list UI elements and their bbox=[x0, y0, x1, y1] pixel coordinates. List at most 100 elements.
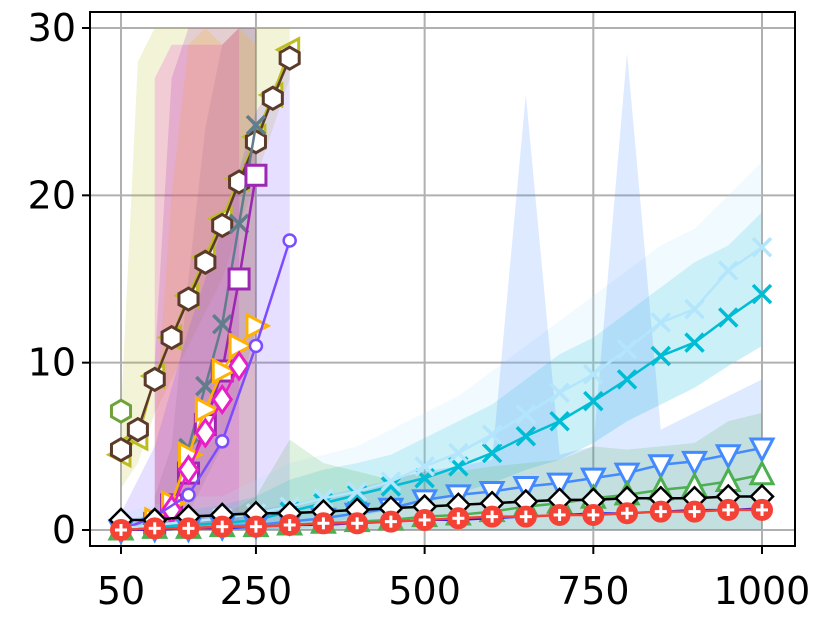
data-series bbox=[109, 398, 133, 424]
data-point bbox=[481, 442, 503, 464]
data-point bbox=[515, 426, 537, 447]
data-point bbox=[514, 505, 537, 528]
data-point bbox=[549, 410, 570, 432]
data-point bbox=[177, 286, 200, 312]
data-point bbox=[583, 364, 604, 385]
data-point bbox=[211, 313, 233, 335]
y-tick-label: 30 bbox=[28, 6, 76, 50]
data-point bbox=[312, 512, 335, 535]
data-point bbox=[194, 396, 221, 423]
data-point bbox=[211, 212, 234, 239]
data-point bbox=[684, 298, 705, 320]
data-point bbox=[245, 312, 272, 340]
y-tick-label: 0 bbox=[52, 508, 76, 552]
data-point bbox=[650, 345, 672, 367]
data-point bbox=[194, 417, 217, 449]
data-point bbox=[313, 487, 334, 509]
data-point bbox=[613, 462, 641, 489]
data-point bbox=[278, 45, 301, 71]
data-series bbox=[110, 498, 773, 541]
data-point bbox=[481, 424, 503, 445]
x-tick-label: 250 bbox=[220, 569, 293, 613]
data-point bbox=[126, 416, 149, 443]
confidence-band bbox=[154, 28, 256, 530]
x-tick-label: 1000 bbox=[714, 569, 811, 613]
data-point bbox=[583, 390, 604, 412]
confidence-band bbox=[121, 161, 762, 530]
data-point bbox=[447, 507, 470, 530]
data-point bbox=[346, 512, 369, 535]
data-point bbox=[717, 498, 740, 521]
data-point bbox=[143, 517, 166, 540]
grid-lines bbox=[90, 12, 795, 546]
data-point bbox=[194, 249, 217, 275]
data-point bbox=[379, 510, 402, 533]
data-point bbox=[143, 366, 166, 393]
confidence-band bbox=[154, 28, 256, 530]
data-point bbox=[181, 487, 196, 503]
data-point bbox=[546, 472, 574, 499]
data-point bbox=[110, 519, 132, 541]
data-point bbox=[751, 283, 773, 305]
data-point bbox=[582, 503, 605, 526]
y-tick-label: 20 bbox=[28, 173, 76, 217]
data-point bbox=[579, 467, 607, 494]
data-point bbox=[214, 434, 230, 449]
data-point bbox=[380, 476, 402, 497]
data-point bbox=[228, 332, 255, 360]
data-point bbox=[228, 350, 250, 382]
plot-frame bbox=[89, 11, 796, 547]
data-point bbox=[647, 454, 675, 480]
data-point bbox=[346, 481, 368, 502]
y-tick-label: 10 bbox=[28, 341, 76, 385]
data-point bbox=[413, 508, 436, 531]
data-point bbox=[160, 324, 183, 351]
data-series bbox=[109, 45, 301, 463]
data-point bbox=[448, 442, 469, 464]
data-point bbox=[177, 517, 200, 540]
data-point bbox=[211, 383, 234, 416]
x-tick-label: 750 bbox=[557, 569, 630, 613]
data-point bbox=[245, 114, 267, 136]
data-point bbox=[481, 505, 504, 528]
x-tick-label: 500 bbox=[388, 569, 461, 613]
data-point bbox=[227, 267, 251, 291]
data-point bbox=[177, 454, 200, 486]
data-point bbox=[278, 513, 301, 536]
series-lines bbox=[105, 36, 776, 546]
data-point bbox=[248, 338, 264, 354]
data-point bbox=[228, 213, 250, 235]
data-point bbox=[616, 502, 639, 525]
data-point bbox=[515, 404, 537, 425]
axis-ticks: 50 250 500 750 1000 0 10 20 30 bbox=[28, 6, 811, 613]
data-point bbox=[748, 437, 776, 464]
data-point bbox=[718, 307, 739, 328]
data-point bbox=[751, 498, 773, 521]
data-point bbox=[649, 500, 672, 523]
data-point bbox=[548, 503, 571, 526]
data-point bbox=[380, 471, 402, 492]
data-point bbox=[683, 500, 706, 523]
data-point bbox=[549, 382, 570, 404]
data-point bbox=[714, 444, 742, 470]
confidence-band bbox=[154, 28, 256, 530]
x-tick-label: 50 bbox=[97, 569, 145, 613]
data-point bbox=[751, 236, 773, 258]
data-point bbox=[109, 436, 133, 463]
data-point bbox=[109, 398, 133, 424]
data-point bbox=[414, 456, 435, 477]
data-point bbox=[718, 260, 739, 281]
data-point bbox=[684, 332, 705, 353]
data-point bbox=[616, 339, 638, 360]
confidence-band bbox=[121, 53, 762, 530]
data-point bbox=[211, 515, 234, 538]
data-point bbox=[211, 357, 238, 385]
data-point bbox=[681, 450, 709, 477]
data-point bbox=[616, 369, 638, 390]
data-point bbox=[650, 312, 672, 333]
data-point bbox=[244, 163, 268, 187]
data-point bbox=[512, 475, 540, 502]
data-point bbox=[282, 233, 297, 248]
data-point bbox=[244, 515, 267, 538]
